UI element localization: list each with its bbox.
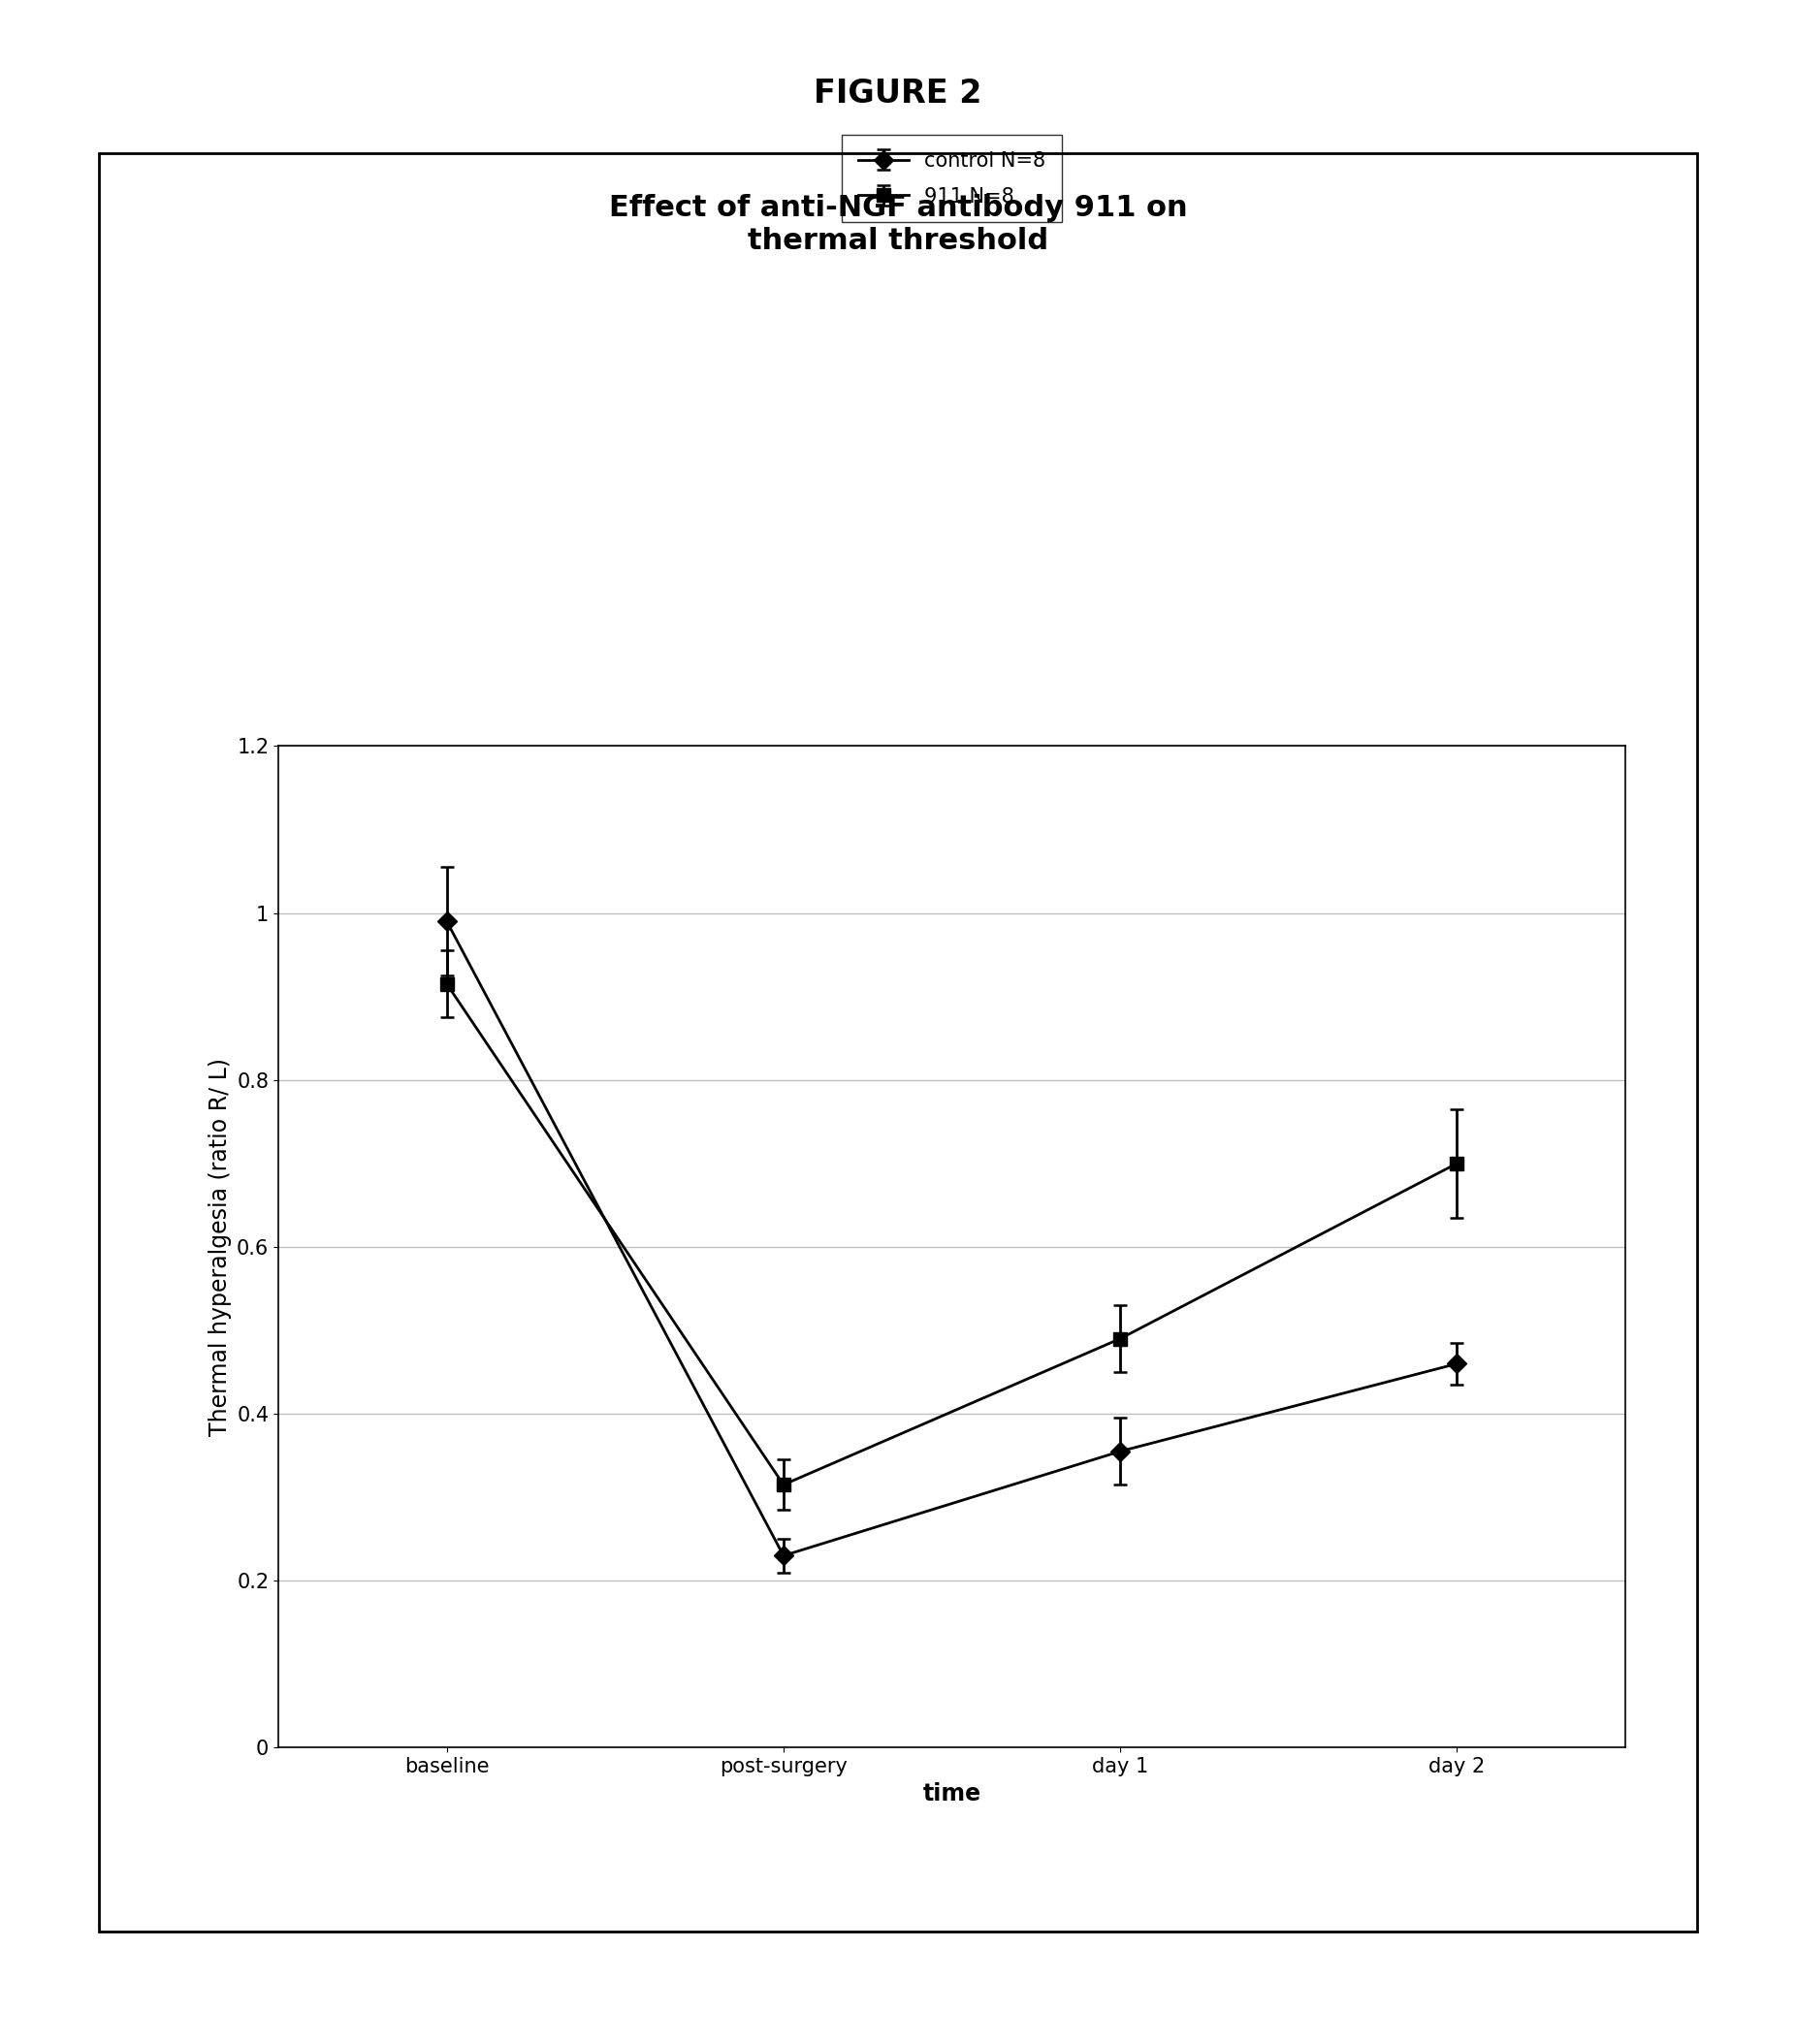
Text: FIGURE 2: FIGURE 2 xyxy=(814,78,982,110)
X-axis label: time: time xyxy=(923,1782,981,1805)
Y-axis label: Thermal hyperalgesia (ratio R/ L): Thermal hyperalgesia (ratio R/ L) xyxy=(208,1057,232,1437)
Text: Effect of anti-NGF antibody 911 on
thermal threshold: Effect of anti-NGF antibody 911 on therm… xyxy=(609,194,1187,256)
Legend: control N=8, 911 N=8: control N=8, 911 N=8 xyxy=(842,135,1061,223)
